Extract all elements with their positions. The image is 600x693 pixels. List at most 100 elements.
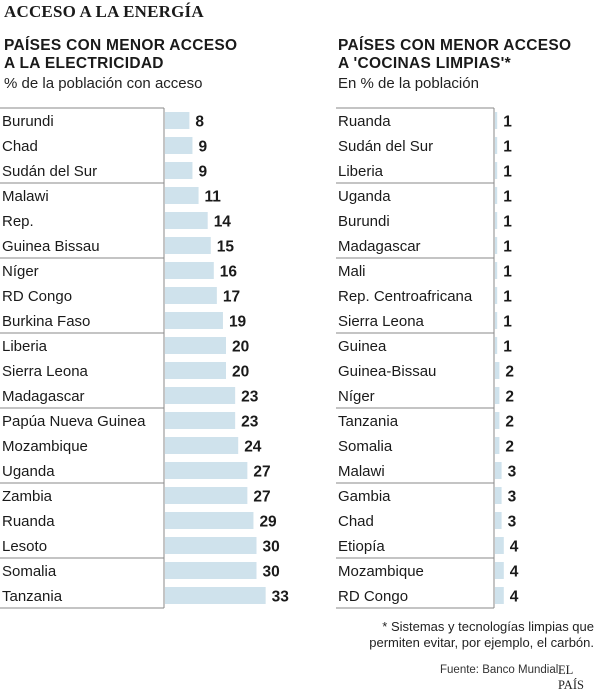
value-label: 1	[503, 314, 512, 331]
value-label: 1	[503, 239, 512, 256]
right-chart-title: PAÍSES CON MENOR ACCESO A 'COCINAS LIMPI…	[338, 37, 600, 73]
value-label: 20	[232, 339, 249, 356]
category-label: Guinea Bissau	[2, 238, 100, 255]
bar	[165, 512, 254, 529]
bar	[165, 412, 236, 429]
category-label: Mozambique	[2, 438, 88, 455]
category-label: Uganda	[2, 463, 55, 480]
category-label: Tanzania	[2, 588, 63, 605]
bar	[165, 187, 199, 204]
value-label: 16	[220, 264, 238, 281]
bar	[165, 587, 266, 604]
category-label: Zambia	[2, 488, 53, 505]
category-label: Ruanda	[338, 113, 391, 130]
value-label: 9	[198, 164, 207, 181]
value-label: 1	[503, 339, 512, 356]
left-chart-title-line2: A LA ELECTRICIDAD	[4, 55, 164, 72]
category-label: Níger	[338, 388, 375, 405]
value-label: 27	[253, 464, 270, 481]
value-label: 4	[510, 589, 519, 606]
bar	[165, 162, 193, 179]
category-label: RD Congo	[338, 588, 408, 605]
category-label: Rep.	[2, 213, 34, 230]
value-label: 3	[508, 464, 517, 481]
category-label: Sierra Leona	[2, 363, 89, 380]
bar	[495, 262, 498, 279]
value-label: 14	[214, 214, 232, 231]
bar	[495, 537, 504, 554]
value-label: 2	[505, 414, 514, 431]
category-label: Somalia	[2, 563, 57, 580]
value-label: 2	[505, 389, 514, 406]
value-label: 2	[505, 439, 514, 456]
value-label: 1	[503, 289, 512, 306]
bar	[165, 212, 208, 229]
bar	[165, 462, 248, 479]
value-label: 23	[241, 414, 259, 431]
bar	[495, 587, 504, 604]
bar	[165, 112, 190, 129]
bar	[495, 512, 502, 529]
category-label: Madagascar	[338, 238, 421, 255]
category-label: Rep. Centroafricana	[338, 288, 473, 305]
value-label: 2	[505, 364, 514, 381]
value-label: 11	[205, 189, 222, 206]
category-label: Sierra Leona	[338, 313, 425, 330]
value-label: 4	[510, 564, 519, 581]
brand-logo: EL PAÍS	[558, 663, 584, 692]
value-label: 1	[503, 189, 512, 206]
bar	[165, 562, 257, 579]
value-label: 20	[232, 364, 249, 381]
footnote-line1: * Sistemas y tecnologías limpias que	[382, 619, 594, 634]
value-label: 17	[223, 289, 240, 306]
category-label: Sudán del Sur	[338, 138, 433, 155]
bar	[495, 362, 500, 379]
category-label: Ruanda	[2, 513, 55, 530]
bar	[495, 237, 498, 254]
category-label: Malawi	[338, 463, 385, 480]
category-label: Uganda	[338, 188, 391, 205]
category-label: RD Congo	[2, 288, 72, 305]
value-label: 3	[508, 514, 517, 531]
footnote: * Sistemas y tecnologías limpias que per…	[338, 619, 594, 651]
value-label: 1	[503, 214, 512, 231]
category-label: Malawi	[2, 188, 49, 205]
bar	[165, 262, 214, 279]
category-label: Chad	[338, 513, 374, 530]
value-label: 9	[198, 139, 207, 156]
bar	[165, 537, 257, 554]
bar	[495, 437, 500, 454]
bar	[165, 437, 239, 454]
value-label: 19	[229, 314, 247, 331]
category-label: Gambia	[338, 488, 391, 505]
bar	[495, 162, 498, 179]
value-label: 4	[510, 539, 519, 556]
bar	[495, 137, 498, 154]
category-label: Madagascar	[2, 388, 85, 405]
bar	[495, 287, 498, 304]
left-chart-title: PAÍSES CON MENOR ACCESO A LA ELECTRICIDA…	[4, 37, 274, 73]
left-chart-subtitle: % de la población con acceso	[4, 75, 203, 92]
value-label: 1	[503, 264, 512, 281]
category-label: Níger	[2, 263, 39, 280]
category-label: Burkina Faso	[2, 313, 90, 330]
left-chart-title-line1: PAÍSES CON MENOR ACCESO	[4, 37, 238, 54]
category-label: Etiopía	[338, 538, 385, 555]
value-label: 15	[217, 239, 235, 256]
bar	[495, 387, 500, 404]
category-label: Liberia	[2, 338, 48, 355]
bar	[165, 387, 236, 404]
category-label: Mozambique	[338, 563, 424, 580]
category-label: Guinea-Bissau	[338, 363, 436, 380]
category-label: Tanzania	[338, 413, 399, 430]
bar	[495, 337, 498, 354]
category-label: Guinea	[338, 338, 387, 355]
bar	[165, 237, 211, 254]
bar	[495, 112, 498, 129]
value-label: 27	[253, 489, 270, 506]
electricity-access-chart: Burundi 8 Chad 9 Sudán del Sur 9 Malawi 11 Rep. 1…	[0, 107, 289, 609]
value-label: 3	[508, 489, 517, 506]
footnote-line2: permiten evitar, por ejemplo, el carbón.	[369, 635, 594, 650]
value-label: 24	[244, 439, 262, 456]
category-label: Mali	[338, 263, 366, 280]
